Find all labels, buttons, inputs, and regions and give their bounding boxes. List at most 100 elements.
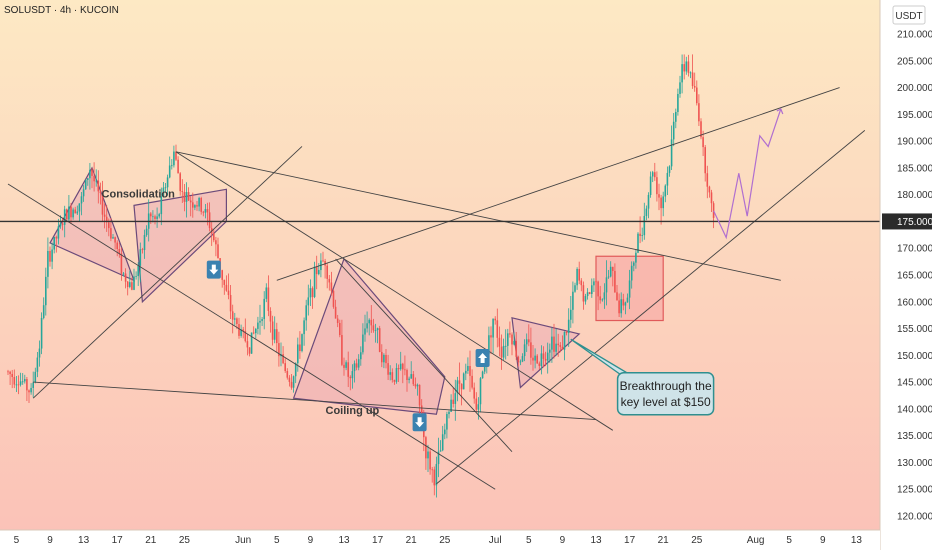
candle-body bbox=[502, 345, 505, 358]
candle-body bbox=[639, 233, 641, 236]
candle-body bbox=[269, 310, 272, 322]
candle-body bbox=[557, 343, 559, 346]
candle-body bbox=[330, 282, 333, 291]
candle-body bbox=[542, 353, 545, 359]
currency-button[interactable]: USDT bbox=[892, 5, 926, 25]
candle-body bbox=[668, 166, 671, 173]
candle-body bbox=[622, 299, 625, 306]
candle-body bbox=[605, 277, 608, 293]
candle-body bbox=[635, 252, 637, 263]
arrow-up-icon bbox=[475, 349, 490, 368]
candle-body bbox=[465, 370, 467, 374]
candle-body bbox=[681, 64, 683, 83]
candle-body bbox=[192, 202, 194, 208]
candle-body bbox=[603, 292, 606, 300]
y-tick-label: 165.000 bbox=[897, 271, 932, 282]
candle-body bbox=[656, 177, 658, 195]
candle-body bbox=[324, 261, 326, 266]
candle-body bbox=[410, 374, 412, 379]
candle-body bbox=[418, 384, 421, 406]
annotation-label: Consolidation bbox=[102, 188, 176, 200]
candle-body bbox=[28, 390, 30, 393]
candle-body bbox=[645, 208, 648, 216]
candle-body bbox=[221, 270, 223, 280]
candle-body bbox=[404, 369, 406, 371]
candle-body bbox=[336, 318, 339, 323]
x-tick-label: 5 bbox=[526, 535, 532, 546]
plot-background bbox=[0, 0, 880, 550]
candle-body bbox=[452, 399, 454, 404]
candle-body bbox=[137, 265, 139, 277]
candle-body bbox=[187, 192, 190, 201]
candle-body bbox=[240, 329, 242, 336]
candle-body bbox=[609, 266, 612, 277]
candle-body bbox=[393, 379, 396, 382]
candle-body bbox=[7, 371, 9, 373]
candle-body bbox=[496, 320, 499, 338]
projection-arrowhead bbox=[776, 108, 784, 115]
candle-body bbox=[530, 342, 532, 358]
candle-body bbox=[173, 151, 175, 166]
candle-body bbox=[156, 216, 158, 219]
candle-body bbox=[437, 451, 440, 465]
candle-body bbox=[693, 86, 696, 88]
candle-body bbox=[584, 296, 587, 302]
candle-body bbox=[110, 228, 112, 239]
time-axis-panel bbox=[0, 530, 880, 550]
candle-body bbox=[462, 373, 465, 390]
trendline bbox=[33, 381, 597, 421]
candle-body bbox=[473, 387, 475, 399]
x-tick-label: 21 bbox=[145, 535, 157, 546]
candle-body bbox=[429, 451, 431, 470]
candle-body bbox=[378, 328, 381, 352]
candle-body bbox=[252, 332, 255, 334]
candle-body bbox=[381, 351, 383, 363]
candle-body bbox=[38, 348, 41, 358]
trendline bbox=[436, 130, 866, 485]
candle-body bbox=[231, 311, 234, 320]
candle-body bbox=[118, 249, 121, 254]
candle-body bbox=[286, 370, 289, 378]
y-tick-label: 125.000 bbox=[897, 485, 932, 496]
candle-body bbox=[332, 290, 335, 307]
currency-button-label[interactable]: USDT bbox=[895, 11, 922, 22]
candle-body bbox=[99, 191, 102, 194]
candle-body bbox=[391, 372, 394, 380]
candle-body bbox=[150, 213, 152, 217]
candle-body bbox=[416, 384, 419, 387]
candle-body bbox=[570, 309, 572, 320]
candle-body bbox=[654, 172, 656, 178]
candle-body bbox=[183, 192, 186, 202]
candle-body bbox=[267, 287, 270, 311]
candle-body bbox=[72, 209, 74, 218]
x-tick-label: 25 bbox=[179, 535, 191, 546]
candle-body bbox=[34, 371, 37, 383]
candle-body bbox=[351, 371, 354, 379]
candle-body bbox=[347, 362, 349, 377]
candle-body bbox=[567, 319, 570, 333]
candle-body bbox=[672, 121, 675, 140]
candle-body bbox=[477, 404, 480, 410]
candle-body bbox=[618, 300, 620, 314]
candle-body bbox=[515, 340, 517, 357]
candle-body bbox=[145, 228, 148, 235]
candle-body bbox=[51, 249, 53, 262]
candle-body bbox=[273, 329, 276, 340]
candle-body bbox=[322, 260, 324, 262]
candle-body bbox=[534, 355, 536, 361]
candle-body bbox=[45, 276, 47, 306]
candle-body bbox=[620, 299, 622, 314]
candle-body bbox=[588, 292, 591, 294]
candle-body bbox=[139, 249, 142, 266]
candle-body bbox=[59, 223, 62, 227]
candle-body bbox=[572, 291, 574, 310]
candle-body bbox=[546, 352, 549, 361]
candle-body bbox=[349, 376, 352, 379]
candle-body bbox=[454, 393, 457, 404]
candle-body bbox=[475, 398, 478, 410]
candle-body bbox=[563, 331, 566, 350]
candle-body bbox=[93, 175, 95, 182]
candle-body bbox=[698, 103, 700, 122]
candle-body bbox=[105, 216, 108, 223]
